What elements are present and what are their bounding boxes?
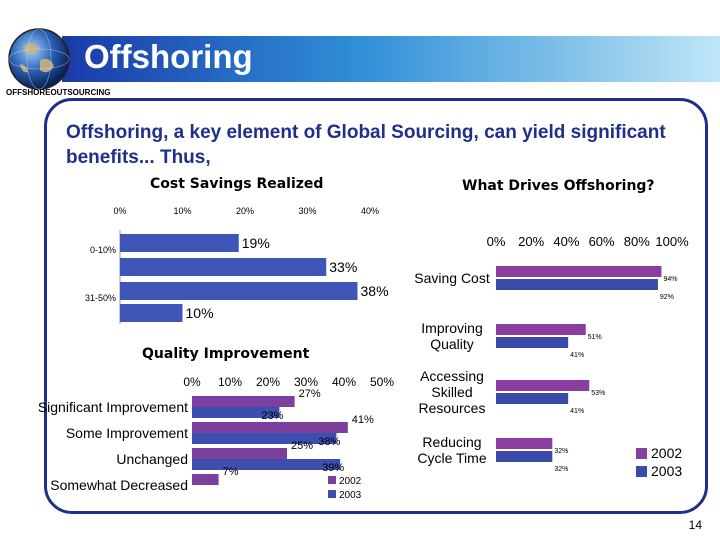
- data-label: 27%: [299, 388, 321, 400]
- bar: [496, 324, 586, 335]
- globe-icon: [8, 28, 70, 90]
- category-label: Unchanged: [116, 451, 188, 467]
- data-label: 41%: [570, 408, 584, 415]
- category-label: Resources: [419, 400, 486, 416]
- bar: [496, 451, 553, 462]
- category-label: Some Improvement: [66, 425, 188, 441]
- x-tick-label: 40%: [332, 375, 356, 389]
- data-label: 10%: [186, 305, 214, 321]
- category-label: Quality: [430, 336, 474, 352]
- category-label: Somewhat Decreased: [50, 477, 188, 493]
- legend-swatch: [328, 476, 336, 484]
- bar: [120, 234, 239, 252]
- bar: [496, 393, 569, 404]
- bar: [192, 474, 219, 485]
- subtitle-tag: OFFSHOREOUTSOURCING: [6, 88, 111, 97]
- headline-text: Offshoring, a key element of Global Sour…: [66, 122, 666, 168]
- x-tick-label: 20%: [236, 206, 254, 216]
- bar: [192, 396, 295, 407]
- x-tick-label: 20%: [256, 375, 280, 389]
- data-label: 33%: [329, 259, 357, 275]
- bar: [192, 422, 348, 433]
- x-tick-label: 60%: [589, 234, 615, 249]
- category-label: Skilled: [431, 384, 472, 400]
- quality-improvement-chart: 0% 10% 20% 30% 40% 50% Significant Improvement…: [38, 375, 395, 501]
- data-label: 39%: [322, 462, 344, 474]
- category-label: Reducing: [422, 434, 481, 450]
- bar: [192, 448, 287, 459]
- category-label: Saving Cost: [414, 270, 490, 286]
- cost-savings-chart: 0% 10% 20% 30% 40% 19% 0-10% 33%38% 31-50% 10%: [85, 206, 389, 324]
- data-label: 25%: [291, 440, 313, 452]
- title-banner: [62, 36, 720, 82]
- data-label: 32%: [554, 448, 568, 455]
- x-tick-label: 40%: [553, 234, 579, 249]
- data-label: 53%: [591, 390, 605, 397]
- content-frame: [44, 98, 708, 514]
- x-tick-label: 10%: [173, 206, 191, 216]
- data-label: 32%: [554, 466, 568, 473]
- bar: [192, 407, 280, 418]
- bar: [496, 266, 662, 277]
- x-tick-label: 30%: [294, 375, 318, 389]
- legend-swatch: [328, 490, 336, 498]
- category-label: Cycle Time: [417, 450, 486, 466]
- bar: [496, 279, 658, 290]
- data-label: 41%: [570, 352, 584, 359]
- category-label: Accessing: [420, 368, 484, 384]
- legend-label: 2003: [339, 490, 362, 501]
- x-tick-label: 0%: [183, 375, 201, 389]
- legend-label: 2003: [651, 463, 682, 479]
- x-tick-label: 20%: [518, 234, 544, 249]
- data-label: 7%: [223, 466, 239, 478]
- legend-label: 2002: [339, 476, 362, 487]
- quality-improvement-title: Quality Improvement: [142, 346, 310, 362]
- x-tick-label: 30%: [298, 206, 316, 216]
- legend-swatch: [636, 448, 647, 459]
- data-label: 41%: [352, 414, 374, 426]
- bar: [120, 282, 358, 300]
- x-tick-label: 100%: [655, 234, 689, 249]
- legend-label: 2002: [651, 445, 682, 461]
- data-label: 38%: [361, 283, 389, 299]
- category-label: 31-50%: [85, 293, 116, 303]
- bar: [496, 380, 590, 391]
- cost-savings-title: Cost Savings Realized: [150, 176, 324, 192]
- category-label: 0-10%: [90, 245, 116, 255]
- bar: [496, 438, 553, 449]
- slide-title: Offshoring: [84, 38, 253, 75]
- bar: [192, 433, 337, 444]
- data-label: 19%: [242, 235, 270, 251]
- data-label: 94%: [663, 276, 677, 283]
- bar: [496, 337, 569, 348]
- data-label: 23%: [261, 410, 283, 422]
- x-tick-label: 10%: [218, 375, 242, 389]
- offshoring-drivers-chart: 0% 20% 40% 60% 80% 100% Saving Cost 94% 92% Impro…: [414, 234, 689, 479]
- drivers-title: What Drives Offshoring?: [462, 178, 655, 194]
- category-label: Improving: [421, 320, 482, 336]
- x-tick-label: 40%: [361, 206, 379, 216]
- x-tick-label: 0%: [113, 206, 126, 216]
- bar: [120, 304, 183, 322]
- legend-swatch: [636, 466, 647, 477]
- data-label: 92%: [660, 294, 674, 301]
- bar: [192, 459, 341, 470]
- data-label: 38%: [318, 436, 340, 448]
- bar: [120, 258, 327, 276]
- data-label: 51%: [588, 334, 602, 341]
- x-tick-label: 50%: [370, 375, 394, 389]
- x-tick-label: 0%: [487, 234, 506, 249]
- page-number: 14: [688, 518, 702, 532]
- x-tick-label: 80%: [624, 234, 650, 249]
- category-label: Significant Improvement: [38, 399, 188, 415]
